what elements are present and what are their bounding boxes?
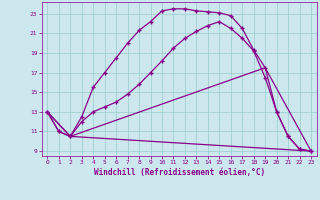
X-axis label: Windchill (Refroidissement éolien,°C): Windchill (Refroidissement éolien,°C) xyxy=(94,168,265,177)
